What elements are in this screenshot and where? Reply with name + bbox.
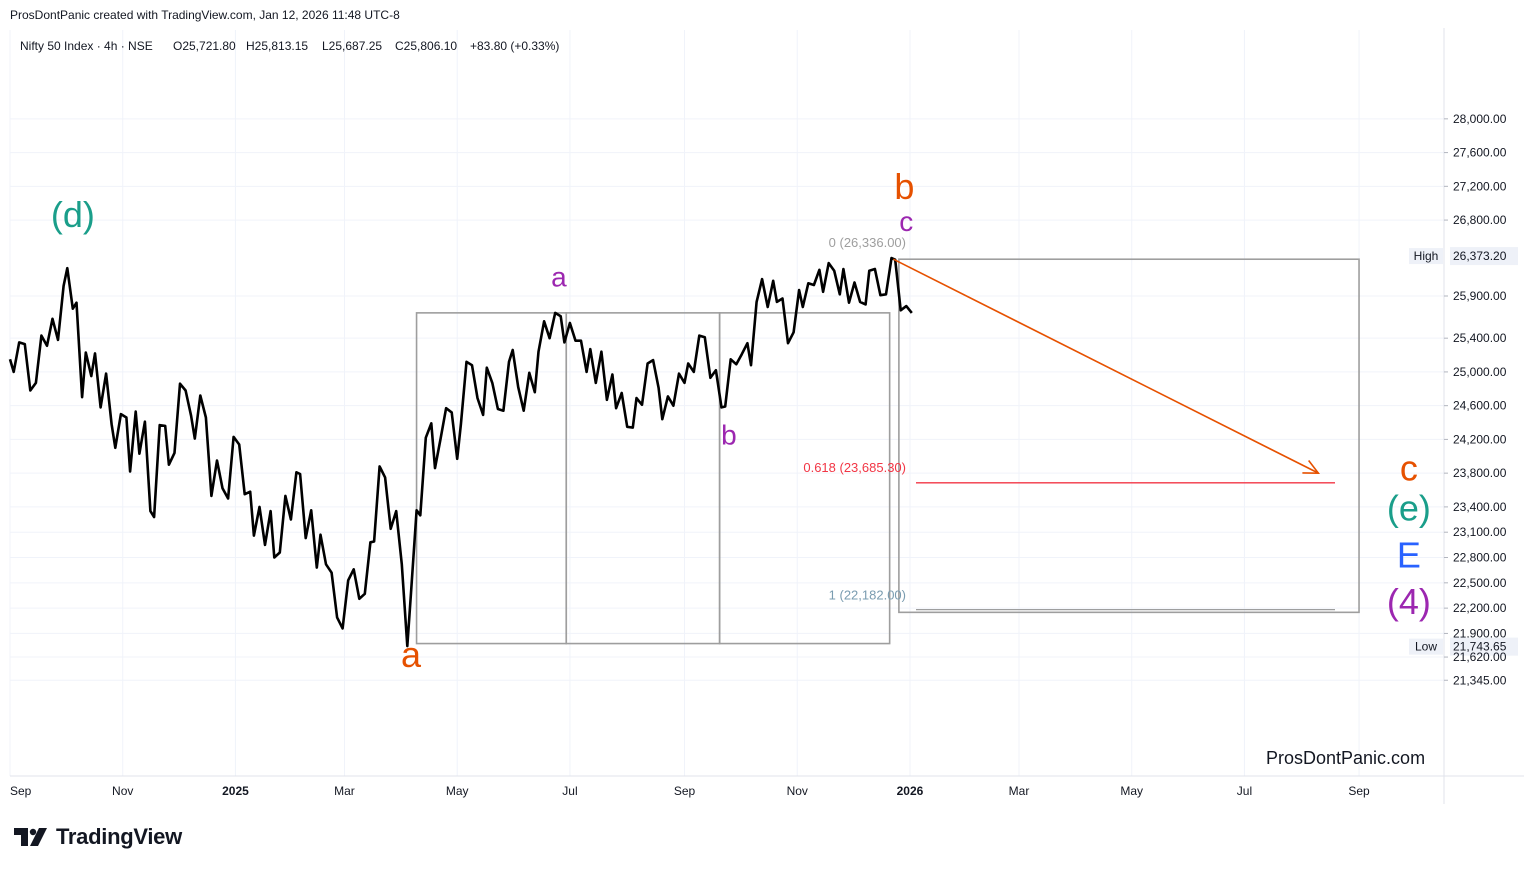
time-tick-label: Sep <box>10 784 32 798</box>
time-tick-label: Nov <box>112 784 133 798</box>
projection-line <box>892 258 1319 474</box>
wave-box <box>415 312 568 645</box>
legend-symbol: Nifty 50 Index · 4h · NSE <box>20 39 153 53</box>
badge-value: 21,743.65 <box>1453 640 1507 654</box>
fib-level-label: 1 (22,182.00) <box>829 588 906 603</box>
brand-name: TradingView <box>56 824 182 849</box>
fib-levels: 0 (26,336.00) 0.618 (23,685.30) 1 (22,182.… <box>803 235 1335 611</box>
price-tick-label: 26,800.00 <box>1453 213 1507 227</box>
chart-grid <box>9 30 1444 776</box>
price-tick-label: 28,000.00 <box>1453 112 1507 126</box>
badge-label-bg <box>1409 638 1443 655</box>
time-tick-label: Jul <box>1237 784 1252 798</box>
ohlc-legend: Nifty 50 Index · 4h · NSE O25,721.80 H25… <box>20 39 559 53</box>
price-tick-label: 23,100.00 <box>1453 525 1507 539</box>
price-tick-label: 22,800.00 <box>1453 551 1507 565</box>
wave-label: c <box>899 206 913 237</box>
wave-label: (e) <box>1387 487 1431 528</box>
badge-value: 26,373.20 <box>1453 249 1507 263</box>
wave-box <box>718 312 891 645</box>
time-tick-label: Nov <box>787 784 808 798</box>
fib-level-label: 0.618 (23,685.30) <box>803 460 906 475</box>
price-tick-label: 21,620.00 <box>1453 650 1507 664</box>
wave-label: E <box>1397 535 1421 576</box>
low-price-badge: Low 21,743.65 <box>1409 637 1518 656</box>
fib-level-label: 0 (26,336.00) <box>829 235 906 250</box>
price-tick-label: 21,900.00 <box>1453 626 1507 640</box>
time-tick-label: Mar <box>1009 784 1030 798</box>
badge-value-bg <box>1450 247 1518 266</box>
badge-value-bg <box>1450 637 1518 656</box>
time-tick-label: May <box>446 784 469 798</box>
wave-boxes <box>415 258 1360 645</box>
legend-low: L25,687.25 <box>322 39 382 53</box>
price-tick-label: 25,000.00 <box>1453 365 1507 379</box>
wave-label: (d) <box>51 194 95 235</box>
wave-label: b <box>894 166 914 207</box>
time-tick-label: Sep <box>674 784 696 798</box>
price-tick-label: 25,400.00 <box>1453 331 1507 345</box>
legend-close: C25,806.10 <box>395 39 457 53</box>
tradingview-brand[interactable]: TradingView <box>12 824 182 850</box>
price-tick-label: 25,900.00 <box>1453 289 1507 303</box>
legend-high: H25,813.15 <box>246 39 308 53</box>
price-tick-label: 23,800.00 <box>1453 466 1507 480</box>
price-tick-label: 24,600.00 <box>1453 399 1507 413</box>
price-tick-label: 27,600.00 <box>1453 146 1507 160</box>
time-tick-label: May <box>1120 784 1143 798</box>
projection-arrowhead <box>1302 459 1321 474</box>
time-tick-label: Jul <box>562 784 577 798</box>
badge-label-bg <box>1409 248 1443 265</box>
price-tick-label: 21,345.00 <box>1453 673 1507 687</box>
price-tick-label: 22,200.00 <box>1453 601 1507 615</box>
price-line <box>8 256 913 648</box>
wave-label: a <box>551 262 567 293</box>
wave-label: c <box>1400 448 1418 489</box>
price-tick-label: 24,200.00 <box>1453 432 1507 446</box>
badge-label: High <box>1414 249 1439 263</box>
projection-arrow <box>892 258 1321 474</box>
tradingview-logo-icon <box>14 828 47 846</box>
price-tick-label: 27,200.00 <box>1453 179 1507 193</box>
wave-label: b <box>721 419 737 450</box>
legend-open: O25,721.80 <box>173 39 236 53</box>
price-tick-label: 23,400.00 <box>1453 500 1507 514</box>
high-price-badge: High 26,373.20 <box>1409 247 1518 266</box>
time-axis: Sep Nov 2025 Mar May Jul Sep Nov 2026 Mar May Jul Se… <box>10 775 1524 798</box>
wave-box <box>898 258 1360 614</box>
time-tick-label: 2026 <box>897 784 924 798</box>
price-series <box>8 256 913 648</box>
watermark-text: ProsDontPanic.com <box>1266 748 1426 768</box>
price-tick-label: 22,500.00 <box>1453 576 1507 590</box>
chart-credit: ProsDontPanic created with TradingView.c… <box>10 8 400 22</box>
badge-label: Low <box>1415 640 1437 654</box>
time-tick-label: 2025 <box>222 784 249 798</box>
wave-label: a <box>401 634 422 675</box>
time-tick-label: Sep <box>1348 784 1370 798</box>
wave-label: (4) <box>1387 581 1431 622</box>
price-axis: 28,000.00 27,600.00 27,200.00 26,800.00 High… <box>1409 28 1518 804</box>
legend-change: +83.80 (+0.33%) <box>470 39 559 53</box>
time-tick-label: Mar <box>334 784 355 798</box>
